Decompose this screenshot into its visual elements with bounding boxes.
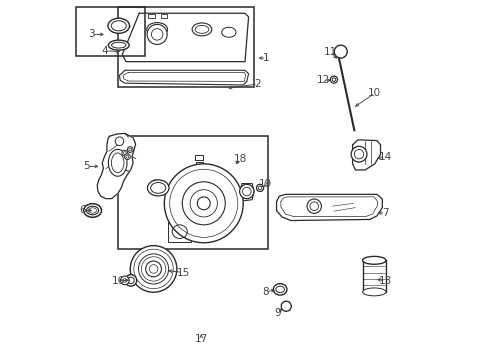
Ellipse shape	[108, 40, 129, 50]
Circle shape	[122, 150, 128, 156]
Circle shape	[139, 254, 169, 284]
Bar	[148, 14, 155, 18]
Circle shape	[281, 301, 291, 311]
Bar	[196, 162, 203, 167]
Text: 6: 6	[79, 206, 86, 216]
Text: 19: 19	[259, 179, 272, 189]
Circle shape	[147, 24, 167, 44]
Bar	[197, 175, 205, 180]
Text: 10: 10	[368, 88, 381, 98]
Bar	[195, 155, 203, 160]
Ellipse shape	[108, 149, 127, 176]
Bar	[336, 50, 344, 56]
Bar	[197, 181, 205, 186]
Text: 11: 11	[324, 46, 337, 57]
Text: 12: 12	[317, 75, 331, 85]
Circle shape	[240, 184, 254, 199]
Bar	[168, 222, 191, 242]
Circle shape	[351, 146, 367, 162]
Text: 9: 9	[274, 309, 281, 318]
Ellipse shape	[147, 180, 169, 196]
Bar	[118, 7, 254, 87]
Ellipse shape	[273, 284, 287, 295]
Text: 3: 3	[88, 30, 95, 39]
Circle shape	[121, 276, 129, 285]
Bar	[196, 168, 204, 173]
Text: 17: 17	[195, 333, 208, 343]
Circle shape	[334, 45, 347, 58]
Bar	[118, 136, 269, 249]
Circle shape	[146, 261, 161, 277]
Circle shape	[127, 147, 133, 152]
Circle shape	[330, 76, 338, 83]
Text: 4: 4	[102, 46, 108, 56]
Ellipse shape	[84, 204, 101, 217]
Polygon shape	[97, 134, 136, 199]
Text: 1: 1	[263, 53, 270, 63]
Circle shape	[256, 184, 264, 192]
Text: 2: 2	[255, 79, 261, 89]
Circle shape	[164, 164, 243, 243]
Polygon shape	[353, 140, 381, 170]
Circle shape	[115, 137, 124, 145]
Ellipse shape	[111, 21, 126, 31]
Ellipse shape	[147, 23, 168, 36]
Text: 7: 7	[382, 208, 389, 218]
Polygon shape	[276, 194, 382, 221]
Circle shape	[182, 182, 225, 225]
Ellipse shape	[87, 206, 98, 215]
Text: 14: 14	[379, 152, 392, 162]
Text: 18: 18	[234, 154, 247, 164]
Text: 15: 15	[177, 267, 190, 278]
Ellipse shape	[192, 23, 212, 36]
Ellipse shape	[363, 256, 386, 264]
Text: 5: 5	[83, 161, 90, 171]
Polygon shape	[241, 184, 254, 201]
Ellipse shape	[112, 42, 126, 48]
Ellipse shape	[363, 288, 386, 296]
Bar	[161, 14, 167, 18]
Text: 16: 16	[112, 276, 125, 286]
Bar	[76, 7, 145, 56]
Circle shape	[307, 199, 321, 213]
Circle shape	[125, 275, 137, 286]
Circle shape	[130, 246, 177, 292]
Text: 13: 13	[379, 276, 392, 286]
Circle shape	[190, 190, 218, 217]
Ellipse shape	[108, 18, 129, 33]
Bar	[363, 260, 386, 292]
Circle shape	[124, 154, 130, 159]
Text: 8: 8	[263, 287, 269, 297]
